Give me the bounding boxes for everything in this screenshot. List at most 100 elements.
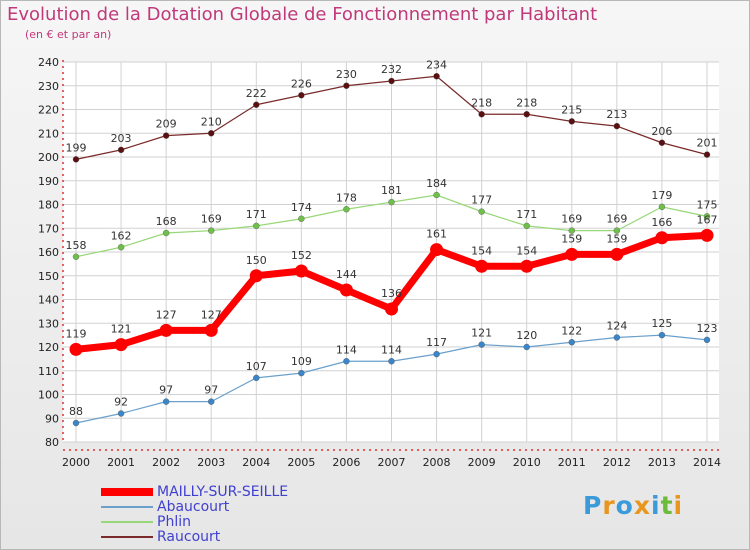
data-point-raucourt <box>253 101 260 108</box>
y-tick-label: 190 <box>38 175 59 188</box>
data-label-mailly-sur-seille: 159 <box>561 232 582 245</box>
data-label-phlin: 174 <box>291 201 312 214</box>
data-label-abaucourt: 114 <box>336 343 357 356</box>
data-label-abaucourt: 114 <box>381 343 402 356</box>
data-point-mailly-sur-seille <box>114 338 128 352</box>
data-point-abaucourt <box>208 398 215 405</box>
data-point-abaucourt <box>433 350 440 358</box>
data-label-mailly-sur-seille: 166 <box>651 216 672 229</box>
data-label-raucourt: 215 <box>561 103 582 116</box>
logo-letter: o <box>615 491 634 520</box>
logo-letter: x <box>633 491 651 520</box>
data-point-phlin <box>208 227 215 234</box>
data-point-raucourt <box>433 73 440 80</box>
data-point-phlin <box>433 191 440 199</box>
data-label-raucourt: 201 <box>697 137 718 150</box>
data-point-mailly-sur-seille <box>385 302 398 316</box>
data-label-raucourt: 234 <box>426 58 447 71</box>
data-label-phlin: 169 <box>561 213 582 226</box>
data-point-abaucourt <box>343 358 350 365</box>
legend-label: MAILLY-SUR-SEILLE <box>157 484 289 500</box>
x-tick-label: 2004 <box>242 456 270 469</box>
data-point-phlin <box>703 213 711 220</box>
data-point-phlin <box>298 215 305 222</box>
data-label-phlin: 184 <box>426 177 447 190</box>
data-point-raucourt <box>703 151 711 158</box>
y-tick-label: 170 <box>38 222 59 235</box>
x-tick-label: 2008 <box>423 456 451 469</box>
data-label-abaucourt: 120 <box>516 329 537 342</box>
data-point-phlin <box>117 244 125 251</box>
legend-swatch <box>101 536 153 538</box>
y-tick-label: 200 <box>38 151 59 164</box>
data-point-mailly-sur-seille <box>159 323 173 337</box>
data-point-mailly-sur-seille <box>430 243 444 257</box>
data-point-phlin <box>343 206 350 213</box>
data-point-abaucourt <box>568 339 575 346</box>
data-label-raucourt: 199 <box>66 141 87 154</box>
data-label-raucourt: 230 <box>336 68 357 81</box>
data-point-mailly-sur-seille <box>339 283 353 297</box>
data-label-phlin: 178 <box>336 191 357 204</box>
legend-item-abaucourt[interactable]: Abaucourt <box>101 500 361 515</box>
data-label-raucourt: 218 <box>516 96 537 109</box>
y-tick-label: 230 <box>38 80 59 93</box>
data-label-abaucourt: 107 <box>246 360 267 373</box>
data-point-abaucourt <box>703 336 711 344</box>
data-label-raucourt: 218 <box>471 96 492 109</box>
data-label-phlin: 181 <box>381 184 402 197</box>
data-label-raucourt: 232 <box>381 63 402 76</box>
legend-item-phlin[interactable]: Phlin <box>101 515 361 530</box>
data-point-abaucourt <box>253 374 260 382</box>
data-point-abaucourt <box>117 410 125 417</box>
data-label-mailly-sur-seille: 121 <box>111 323 132 336</box>
data-point-raucourt <box>208 130 215 137</box>
y-tick-label: 140 <box>38 294 59 307</box>
data-point-phlin <box>478 208 485 215</box>
data-label-abaucourt: 97 <box>159 384 173 397</box>
data-label-abaucourt: 123 <box>697 322 718 335</box>
data-label-mailly-sur-seille: 154 <box>516 244 537 257</box>
data-label-phlin: 169 <box>606 213 627 226</box>
data-label-mailly-sur-seille: 152 <box>291 249 312 262</box>
data-label-mailly-sur-seille: 127 <box>201 308 222 321</box>
y-tick-label: 130 <box>38 317 59 330</box>
data-point-phlin <box>72 253 80 260</box>
data-label-mailly-sur-seille: 119 <box>66 327 87 340</box>
data-point-phlin <box>388 198 395 206</box>
data-label-phlin: 158 <box>66 239 87 252</box>
x-tick-label: 2010 <box>513 456 541 469</box>
y-tick-label: 150 <box>38 270 59 283</box>
data-label-mailly-sur-seille: 154 <box>471 244 492 257</box>
x-tick-label: 2012 <box>603 456 631 469</box>
data-label-mailly-sur-seille: 167 <box>697 213 718 226</box>
data-point-abaucourt <box>523 343 530 351</box>
y-tick-label: 180 <box>38 199 59 212</box>
data-point-abaucourt <box>478 341 485 348</box>
data-label-raucourt: 210 <box>201 115 222 128</box>
data-point-phlin <box>523 222 530 230</box>
data-label-mailly-sur-seille: 144 <box>336 268 357 281</box>
data-point-mailly-sur-seille <box>565 247 579 261</box>
legend-swatch <box>101 521 153 523</box>
data-point-phlin <box>162 229 170 237</box>
y-tick-label: 210 <box>38 127 59 140</box>
data-point-mailly-sur-seille <box>655 231 669 245</box>
data-point-mailly-sur-seille <box>610 247 624 261</box>
data-point-raucourt <box>298 92 305 99</box>
logo-letter: i <box>673 491 684 520</box>
y-tick-label: 120 <box>38 341 59 354</box>
data-label-abaucourt: 88 <box>69 405 83 418</box>
data-point-raucourt <box>568 118 575 125</box>
data-label-mailly-sur-seille: 161 <box>426 228 447 241</box>
data-point-abaucourt <box>388 358 395 365</box>
legend-item-mailly[interactable]: MAILLY-SUR-SEILLE <box>101 485 361 500</box>
data-label-abaucourt: 92 <box>114 396 128 409</box>
data-label-abaucourt: 117 <box>426 336 447 349</box>
data-point-phlin <box>253 222 260 230</box>
chart-title: Evolution de la Dotation Globale de Fonc… <box>7 4 598 25</box>
legend-item-raucourt[interactable]: Raucourt <box>101 530 361 545</box>
data-label-phlin: 162 <box>111 229 132 242</box>
data-point-mailly-sur-seille <box>520 259 534 273</box>
data-label-raucourt: 213 <box>606 108 627 121</box>
